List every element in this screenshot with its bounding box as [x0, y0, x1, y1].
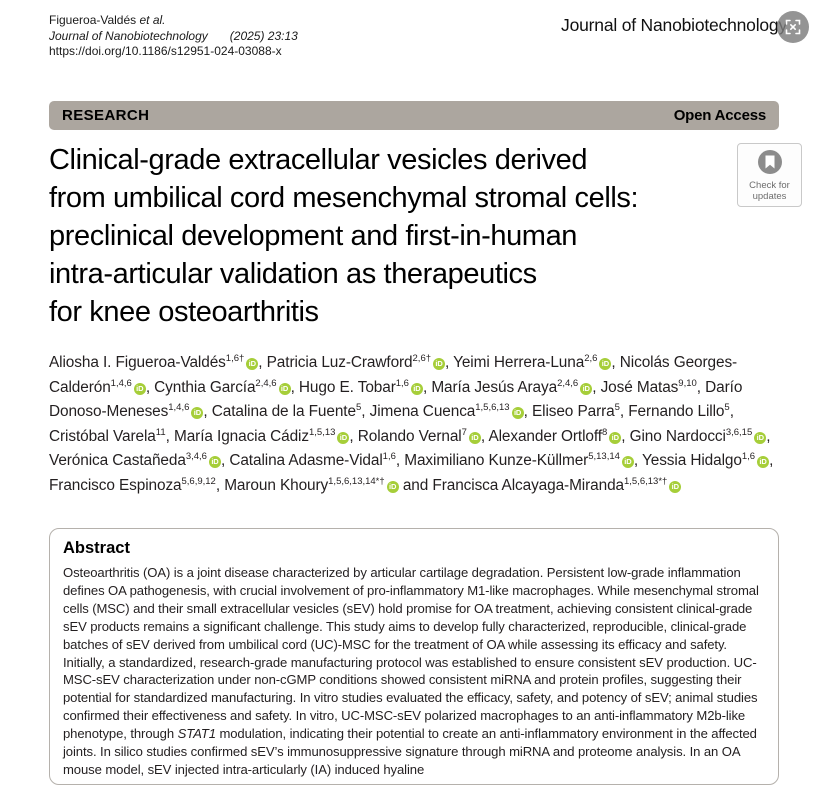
citation-line-journal: Journal of Nanobiotechnology (2025) 23:13: [49, 29, 298, 45]
author-name: Eliseo Parra: [531, 403, 615, 421]
author-name: Francisca Alcayaga-Miranda: [432, 476, 624, 494]
author-affiliation-sup: 2,4,6: [255, 377, 277, 389]
orcid-icon[interactable]: iD: [609, 431, 622, 444]
abstract-heading: Abstract: [63, 539, 130, 557]
author-affiliation-sup: 5: [724, 402, 730, 414]
citation-block: Figueroa-Valdés et al. Journal of Nanobi…: [49, 13, 298, 60]
author-name: Verónica Castañeda: [49, 452, 186, 470]
orcid-icon[interactable]: iD: [669, 480, 682, 493]
journal-name: Journal of Nanobiotechnology: [561, 15, 787, 35]
author-name: Catalina de la Fuente: [211, 403, 356, 421]
orcid-icon[interactable]: iD: [246, 358, 259, 370]
expand-icon: [785, 19, 801, 35]
author-affiliation-sup: 1,5,6,13,14*†: [328, 475, 385, 487]
author-name: Cristóbal Varela: [49, 427, 156, 445]
author-name: Darío Donoso-Meneses: [49, 378, 743, 421]
orcid-icon[interactable]: iD: [757, 456, 770, 469]
author-affiliation-sup: 1,5,6,13: [475, 402, 510, 414]
author-affiliation-sup: 5: [614, 402, 620, 414]
citation-etal: et al.: [139, 13, 166, 27]
orcid-icon[interactable]: iD: [599, 358, 612, 370]
expand-button[interactable]: [777, 11, 809, 43]
crossmark-icon: [757, 150, 782, 174]
author-affiliation-sup: 1,5,6,13*†: [624, 475, 668, 487]
article-title: Clinical-grade extracellular vesicles de…: [49, 144, 639, 328]
orcid-icon[interactable]: iD: [337, 431, 350, 444]
check-for-updates-badge[interactable]: Check for updates: [737, 143, 802, 207]
author-name: Patricia Luz-Crawford: [266, 354, 413, 371]
author-affiliation-sup: 5,6,9,12: [181, 475, 216, 487]
author-name: Francisco Espinoza: [49, 476, 182, 494]
check-updates-text: Check for updates: [741, 180, 798, 202]
author-name: Catalina Adasme-Vidal: [229, 452, 383, 470]
check-updates-line2: updates: [752, 191, 787, 202]
author-name: Yessia Hidalgo: [641, 452, 742, 470]
abstract-body: Osteoarthritis (OA) is a joint disease c…: [63, 564, 765, 779]
author-name: Maroun Khoury: [224, 476, 329, 494]
author-affiliation-sup: 1,4,6: [168, 402, 190, 414]
orcid-icon[interactable]: iD: [278, 382, 291, 395]
author-affiliation-sup: 8: [601, 426, 608, 438]
open-access-label: Open Access: [673, 107, 766, 124]
author-affiliation-sup: 1,6: [382, 451, 396, 463]
article-type-banner: RESEARCH Open Access: [49, 101, 779, 130]
author-affiliation-sup: 1,6: [741, 451, 756, 463]
check-updates-line1: Check for: [749, 180, 790, 191]
orcid-icon[interactable]: iD: [511, 407, 524, 420]
abstract-gene-stat1: STAT1: [177, 726, 216, 742]
author-affiliation-sup: 2,6†: [412, 352, 432, 364]
citation-author: Figueroa-Valdés: [49, 13, 140, 27]
author-affiliation-sup: 3,6,15: [725, 426, 753, 438]
author-name: Aliosha I. Figueroa-Valdés: [49, 354, 226, 371]
orcid-icon[interactable]: iD: [386, 480, 399, 493]
author-affiliation-sup: 3,4,6: [185, 451, 207, 463]
author-name: María Ignacia Cádiz: [174, 427, 309, 445]
author-name: Jimena Cuenca: [369, 403, 476, 421]
author-name: Yeimi Herrera-Luna: [453, 354, 585, 371]
author-name: María Jesús Araya: [431, 378, 558, 396]
orcid-icon[interactable]: iD: [191, 407, 204, 420]
author-affiliation-sup: 1,6†: [225, 352, 245, 364]
citation-line-authors: Figueroa-Valdés et al.: [49, 13, 298, 29]
orcid-icon[interactable]: iD: [208, 456, 221, 469]
citation-journal: Journal of Nanobiotechnology: [49, 28, 208, 43]
author-affiliation-sup: 1,6: [395, 377, 409, 389]
author-name: Nicolás Georges-Calderón: [49, 354, 738, 396]
author-affiliation-sup: 1,5,13: [308, 426, 336, 438]
citation-ref: (2025) 23:13: [229, 28, 298, 43]
author-name: José Matas: [600, 378, 679, 396]
orcid-icon[interactable]: iD: [621, 456, 634, 469]
author-affiliation-sup: 7: [461, 426, 467, 438]
doi-link[interactable]: https://doi.org/10.1186/s12951-024-03088…: [49, 44, 282, 58]
author-affiliation-sup: 11: [155, 426, 166, 438]
author-name: Maximiliano Kunze-Küllmer: [404, 452, 589, 470]
author-name: Fernando Lillo: [628, 403, 725, 421]
author-affiliation-sup: 5,13,14: [588, 451, 620, 463]
author-affiliation-sup: 9,10: [678, 377, 697, 389]
orcid-icon[interactable]: iD: [580, 382, 593, 395]
orcid-icon[interactable]: iD: [468, 431, 481, 444]
orcid-icon[interactable]: iD: [133, 382, 146, 395]
author-affiliation-sup: 5: [355, 402, 362, 414]
author-name: Cynthia García: [154, 378, 256, 396]
abstract-section: Abstract Osteoarthritis (OA) is a joint …: [49, 528, 779, 785]
abstract-text-pre: Osteoarthritis (OA) is a joint disease c…: [63, 565, 759, 742]
abstract-text-post: modulation, indicating their potential t…: [63, 726, 757, 777]
author-name: Alexander Ortloff: [488, 427, 602, 445]
author-affiliation-sup: 1,4,6: [110, 377, 132, 389]
orcid-icon[interactable]: iD: [433, 358, 446, 370]
author-name: Rolando Vernal: [357, 427, 462, 445]
author-name: Gino Nardocci: [629, 427, 726, 445]
orcid-icon[interactable]: iD: [410, 382, 423, 395]
article-type-label: RESEARCH: [62, 107, 150, 124]
author-list: Aliosha I. Figueroa-Valdés1,6† iD, Patric…: [49, 352, 774, 494]
author-name: Hugo E. Tobar: [298, 378, 396, 396]
author-affiliation-sup: 2,4,6: [557, 377, 579, 389]
orcid-icon[interactable]: iD: [754, 431, 767, 444]
author-affiliation-sup: 2,6: [584, 352, 598, 364]
